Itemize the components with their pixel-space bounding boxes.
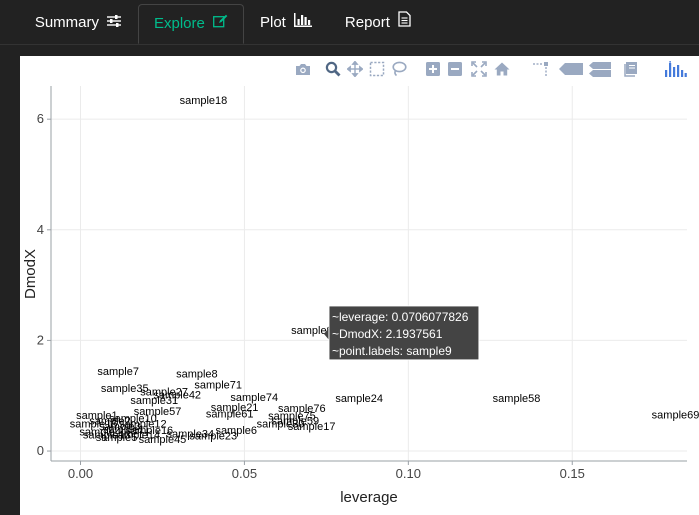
- zoom-out-icon[interactable]: [446, 60, 464, 78]
- point-label[interactable]: sample27: [140, 386, 188, 398]
- point-label[interactable]: sample24: [335, 393, 383, 405]
- point-label[interactable]: sample2: [89, 416, 131, 428]
- lasso-icon[interactable]: [390, 60, 408, 78]
- point-label[interactable]: sample5: [96, 432, 138, 444]
- tab-plot-label: Plot: [259, 14, 286, 31]
- point-label[interactable]: sample45: [139, 434, 187, 446]
- tab-bar: Summary Explore Plot Report: [0, 0, 699, 45]
- point-label[interactable]: sample8: [176, 369, 218, 381]
- hover-compare-icon[interactable]: [588, 60, 612, 78]
- plotly-logo-icon[interactable]: [665, 60, 687, 78]
- point-label[interactable]: sample16: [125, 425, 173, 437]
- point-label[interactable]: sample75: [268, 411, 316, 423]
- scatter-plot[interactable]: 0.00 0.05 0.10 0.15 0 2 4 6 sample18 sample9 samp…: [20, 56, 699, 515]
- point-label[interactable]: sample1: [76, 410, 118, 422]
- y-axis-title: DmodX: [22, 249, 39, 299]
- point-label[interactable]: sample74: [230, 392, 278, 404]
- point-label[interactable]: sample14: [112, 429, 160, 441]
- x-tick-label: 0.15: [560, 466, 585, 481]
- point-label[interactable]: sample4: [79, 427, 121, 439]
- edit-chart-icon[interactable]: [622, 60, 640, 78]
- x-tick-label: 0.10: [396, 466, 421, 481]
- x-tick-label: 0.05: [232, 466, 257, 481]
- point-label[interactable]: sample42: [153, 390, 201, 402]
- point-label[interactable]: sample31: [130, 395, 178, 407]
- y-tick-label: 4: [37, 222, 44, 237]
- point-label[interactable]: sample58: [493, 393, 541, 405]
- point-label[interactable]: sample17: [288, 421, 336, 433]
- point-label[interactable]: sample11: [103, 424, 150, 436]
- point-label[interactable]: sample13: [83, 429, 131, 441]
- tooltip-pointer: [323, 327, 329, 340]
- point-label[interactable]: sample76: [278, 403, 326, 415]
- y-tick-label: 6: [37, 111, 44, 126]
- bar-chart-icon: [294, 4, 313, 42]
- tab-explore-label: Explore: [153, 15, 205, 32]
- plot-panel: 0.00 0.05 0.10 0.15 0 2 4 6 sample18 sample9 samp…: [20, 56, 699, 515]
- tab-report[interactable]: Report: [328, 4, 428, 44]
- tooltip-box: [328, 305, 480, 361]
- y-tick-label: 2: [37, 332, 44, 347]
- y-tick-label: 0: [37, 443, 44, 458]
- spike-lines-icon[interactable]: [532, 60, 550, 78]
- point-label[interactable]: sample59: [271, 416, 319, 428]
- edit-icon: [213, 5, 228, 43]
- point-label[interactable]: sample7: [97, 366, 139, 378]
- tab-summary[interactable]: Summary: [20, 4, 136, 44]
- reset-axes-icon[interactable]: [493, 60, 511, 78]
- hover-closest-icon[interactable]: [558, 60, 584, 78]
- sliders-icon: [107, 4, 122, 42]
- point-label[interactable]: sample21: [211, 402, 259, 414]
- hover-tooltip: ~leverage: 0.0706077826 ~DmodX: 2.1937561…: [323, 305, 480, 361]
- point-label[interactable]: sample9: [291, 325, 333, 337]
- box-select-icon[interactable]: [368, 60, 386, 78]
- tooltip-line: ~leverage: 0.0706077826: [332, 310, 469, 324]
- point-label[interactable]: sample57: [134, 406, 182, 418]
- tooltip-line: ~DmodX: 2.1937561: [332, 327, 443, 341]
- tooltip-line: ~point.labels: sample9: [332, 344, 452, 358]
- pan-icon[interactable]: [346, 60, 364, 78]
- point-label[interactable]: sample34: [166, 428, 214, 440]
- point-label[interactable]: sample3: [99, 421, 141, 433]
- zoom-icon[interactable]: [324, 60, 342, 78]
- tab-explore[interactable]: Explore: [138, 4, 244, 44]
- zoom-in-icon[interactable]: [424, 60, 442, 78]
- tab-report-label: Report: [344, 14, 390, 31]
- point-label[interactable]: sample35: [101, 383, 149, 395]
- document-icon: [398, 4, 411, 42]
- plot-area: [51, 86, 687, 461]
- point-label[interactable]: sample18: [180, 95, 228, 107]
- x-axis-title: leverage: [340, 489, 398, 506]
- point-label[interactable]: sample6: [215, 425, 257, 437]
- camera-icon[interactable]: [294, 60, 312, 78]
- point-label[interactable]: sample61: [206, 408, 254, 420]
- point-label[interactable]: sample71: [194, 380, 242, 392]
- point-label[interactable]: sample23: [189, 431, 237, 443]
- point-label[interactable]: sample69: [652, 410, 699, 422]
- tab-plot[interactable]: Plot: [246, 4, 326, 44]
- point-label[interactable]: sample15: [70, 418, 118, 430]
- autoscale-icon[interactable]: [470, 60, 488, 78]
- point-label[interactable]: sample30: [257, 418, 305, 430]
- tab-summary-label: Summary: [34, 14, 99, 31]
- point-label[interactable]: sample12: [119, 418, 167, 430]
- x-tick-label: 0.00: [68, 466, 93, 481]
- point-label[interactable]: sample10: [109, 413, 157, 425]
